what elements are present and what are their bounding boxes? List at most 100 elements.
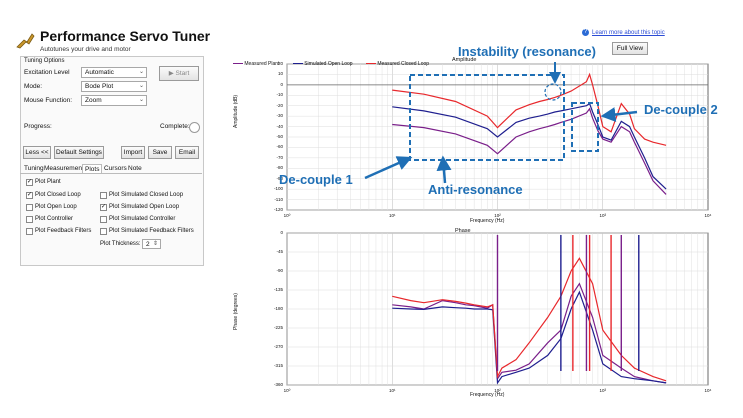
decouple-1-box [409, 74, 565, 161]
less-button[interactable]: Less << [23, 146, 51, 159]
phase-ytick-label: -90 [276, 268, 283, 273]
phase-ytick-label: -360 [273, 382, 283, 387]
plot-sim-open-loop-checkbox[interactable]: ✓ [100, 204, 107, 211]
amp-ytick-label: -120 [273, 207, 283, 212]
amp-ytick-label: -50 [276, 134, 283, 139]
plot-closed-loop-checkbox[interactable]: ✓ [26, 192, 33, 199]
check-icon: ✓ [27, 179, 33, 185]
amp-ytick-label: 10 [277, 71, 283, 77]
import-button[interactable]: Import [121, 146, 145, 159]
tab-note[interactable]: Note [128, 165, 142, 172]
email-button[interactable]: Email [175, 146, 199, 159]
amp-xtick-label: 10¹ [388, 213, 396, 218]
phase-ytick-label: -225 [273, 325, 283, 330]
app-subtitle: Autotunes your drive and motor [40, 46, 131, 53]
default-settings-button[interactable]: Default Settings [54, 146, 104, 159]
phase-title: Phase [455, 228, 471, 234]
tab-measurement[interactable]: Measurement [44, 165, 84, 172]
plot-open-loop-label: Plot Open Loop [35, 204, 77, 210]
amp-ytick-label: -80 [276, 165, 283, 171]
amplitude-xlabel: Frequency (Hz) [470, 218, 505, 224]
tab-cursors[interactable]: Cursors [104, 165, 127, 172]
full-view-button[interactable]: Full View [612, 42, 648, 55]
phase-xtick-label: 10³ [599, 388, 606, 393]
annotation-layer [364, 62, 638, 184]
plot-controller-checkbox[interactable] [26, 216, 33, 223]
plot-closed-loop-label: Plot Closed Loop [35, 192, 81, 198]
plot-sim-controller-checkbox[interactable] [100, 216, 107, 223]
help-link[interactable]: Learn more about this topic [592, 30, 665, 36]
phase-xtick-label: 10² [494, 388, 501, 393]
phase-chart[interactable] [286, 232, 709, 386]
phase-series-closed-loop [392, 257, 667, 382]
phase-xtick-label: 10⁰ [283, 388, 291, 393]
save-button[interactable]: Save [148, 146, 172, 159]
amp-ytick-label: -90 [276, 175, 283, 181]
amplitude-ylabel: Amplitude (dB) [233, 94, 239, 128]
check-icon: ✓ [101, 204, 107, 210]
plot-plant-checkbox[interactable]: ✓ [26, 179, 33, 186]
phase-ytick-label: -270 [273, 344, 283, 349]
amp-xtick-label: 10⁴ [704, 213, 712, 218]
start-button[interactable]: ▶ Start [159, 66, 199, 81]
tab-plots[interactable]: Plots [82, 164, 103, 174]
legend-line-plant [233, 63, 243, 65]
amp-ytick-label: -40 [276, 123, 283, 129]
phase-xtick-label: 10¹ [388, 388, 396, 393]
phase-series-plant [392, 282, 667, 384]
plot-controller-label: Plot Controller [35, 216, 74, 222]
plot-thickness-stepper[interactable]: 2 ⇕ [142, 239, 161, 249]
amp-ytick-label: -30 [276, 113, 283, 119]
app-title: Performance Servo Tuner [40, 28, 211, 44]
plot-plant-label: Plot Plant [35, 179, 61, 185]
decouple-2-box [571, 102, 599, 152]
amp-ytick-label: -10 [276, 92, 283, 98]
complete-label: Complete: [160, 123, 190, 130]
mode-select[interactable]: Bode Plot ⌄ [81, 81, 147, 92]
complete-indicator [189, 122, 200, 133]
amp-xtick-label: 10² [494, 213, 501, 218]
plot-sim-feedback-filters-checkbox[interactable] [100, 228, 107, 235]
phase-frame [286, 232, 709, 386]
tuning-options-header: Tuning Options [24, 58, 65, 64]
amp-ytick-label: -100 [273, 186, 283, 192]
stepper-arrows-icon: ⇕ [152, 241, 158, 247]
phase-ytick-label: -135 [273, 287, 283, 292]
mode-label: Mode: [24, 83, 43, 90]
phase-ytick-label: 0 [280, 230, 283, 235]
phase-ytick-label: -180 [273, 306, 283, 311]
decouple-2-arrow [600, 107, 638, 122]
legend-closed-loop: Measured Closed Loop [377, 61, 430, 67]
amp-ytick-label: -70 [276, 154, 283, 160]
legend-line-open [292, 63, 303, 65]
amp-xtick-label: 10³ [599, 213, 606, 218]
tab-tuning[interactable]: Tuning [24, 165, 44, 172]
amp-xtick-label: 10⁰ [283, 213, 291, 218]
app-logo-icon [14, 28, 36, 50]
check-icon: ✓ [27, 192, 33, 198]
phase-xtick-label: 10⁴ [704, 388, 712, 393]
excitation-label: Excitation Level [24, 69, 70, 76]
plot-sim-closed-loop-label: Plot Simulated Closed Loop [109, 192, 184, 198]
plot-sim-closed-loop-checkbox[interactable] [100, 192, 107, 199]
phase-ytick-label: -45 [276, 249, 283, 254]
annotation-antiresonance: Anti-resonance [428, 182, 523, 197]
plot-sim-feedback-filters-label: Plot Simulated Feedback Filters [109, 228, 194, 234]
amplitude-title: Amplitude [452, 57, 477, 63]
excitation-select[interactable]: Automatic ⌄ [81, 67, 147, 78]
plot-sim-controller-label: Plot Simulated Controller [109, 216, 176, 222]
legend-open-loop: Simulated Open Loop [304, 61, 353, 67]
plot-open-loop-checkbox[interactable] [26, 204, 33, 211]
annotation-instability: Instability (resonance) [458, 44, 596, 59]
mouse-function-label: Mouse Function: [24, 97, 73, 104]
amp-series-closed-loop [392, 72, 667, 146]
plot-thickness-label: Plot Thickness: [100, 241, 141, 247]
phase-ytick-label: -315 [273, 363, 283, 368]
plot-feedback-filters-checkbox[interactable] [26, 228, 33, 235]
mouse-function-select[interactable]: Zoom ⌄ [81, 95, 147, 106]
help-icon[interactable]: ? [582, 29, 589, 36]
amp-ytick-label: 0 [280, 81, 283, 87]
amp-ytick-label: 20 [277, 61, 283, 66]
instability-circle [544, 83, 562, 101]
legend-line-closed [365, 63, 376, 65]
